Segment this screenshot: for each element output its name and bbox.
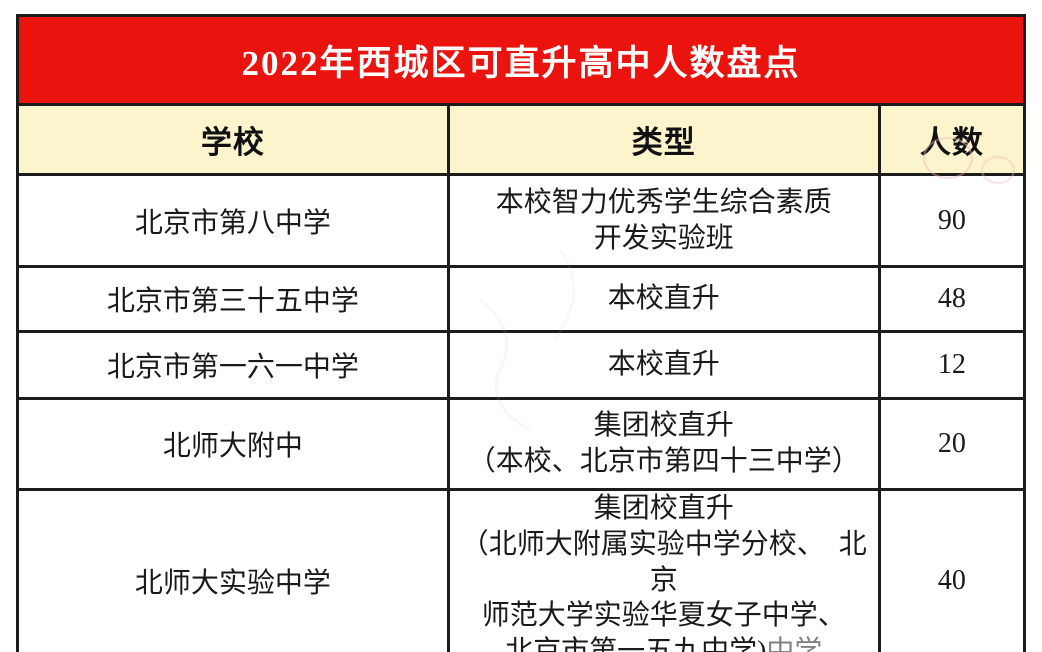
- student-count: 90: [877, 173, 1027, 268]
- student-count: 12: [877, 330, 1027, 400]
- type-line: 本校智力优秀学生综合素质: [495, 186, 832, 218]
- promotion-type: 集团校直升 （北师大附属实验中学分校、 北京 师范大学实验华夏女子中学、 北京市…: [446, 487, 881, 652]
- type-line: （北师大附属实验中学分校、 北京: [460, 528, 867, 596]
- table-title: 2022年西城区可直升高中人数盘点: [16, 14, 1026, 106]
- column-header-type: 类型: [446, 103, 881, 176]
- promotion-table: 2022年西城区可直升高中人数盘点 学校 类型 人数 北京市第八中学 本校智力优…: [16, 14, 1027, 652]
- school-name: 北京市第八中学: [16, 173, 450, 268]
- column-header-school: 学校: [16, 103, 450, 176]
- table-row: 北京市第三十五中学 本校直升 48: [16, 265, 1027, 333]
- type-line: 本校直升: [607, 349, 720, 381]
- student-count: 40: [877, 487, 1027, 652]
- table-row: 北京市第一六一中学 本校直升 12: [16, 330, 1027, 400]
- table-row: 北师大实验中学 集团校直升 （北师大附属实验中学分校、 北京 师范大学实验华夏女…: [16, 487, 1027, 652]
- promotion-type: 本校直升: [446, 265, 881, 333]
- type-line: 集团校直升: [593, 493, 734, 524]
- promotion-type: 本校智力优秀学生综合素质 开发实验班: [446, 173, 881, 268]
- type-line: 本校直升: [607, 283, 720, 315]
- table-row: 北师大附中 集团校直升 （本校、北京市第四十三中学） 20: [16, 397, 1027, 491]
- school-name: 北京市第一六一中学: [16, 330, 450, 400]
- type-line: 师范大学实验华夏女子中学、: [481, 600, 846, 632]
- student-count: 48: [877, 265, 1027, 333]
- table-header-row: 学校 类型 人数: [16, 103, 1027, 176]
- promotion-type: 集团校直升 （本校、北京市第四十三中学）: [446, 397, 881, 491]
- type-line: 开发实验班: [593, 222, 734, 254]
- type-line: 集团校直升: [593, 410, 734, 442]
- type-line-text: 北京市第一五九中学): [505, 636, 767, 652]
- type-line: 北京市第一五九中学)中学: [454, 634, 874, 652]
- column-header-count: 人数: [877, 103, 1027, 176]
- promotion-type: 本校直升: [446, 330, 881, 400]
- school-name: 北师大附中: [16, 397, 450, 491]
- type-line: （本校、北京市第四十三中学）: [467, 446, 860, 477]
- faded-artifact-text: 中学: [766, 636, 823, 652]
- table-row: 北京市第八中学 本校智力优秀学生综合素质 开发实验班 90: [16, 173, 1027, 268]
- title-banner-row: 2022年西城区可直升高中人数盘点: [16, 14, 1026, 106]
- student-count: 20: [877, 397, 1027, 491]
- school-name: 北师大实验中学: [16, 487, 450, 652]
- school-name: 北京市第三十五中学: [16, 265, 450, 333]
